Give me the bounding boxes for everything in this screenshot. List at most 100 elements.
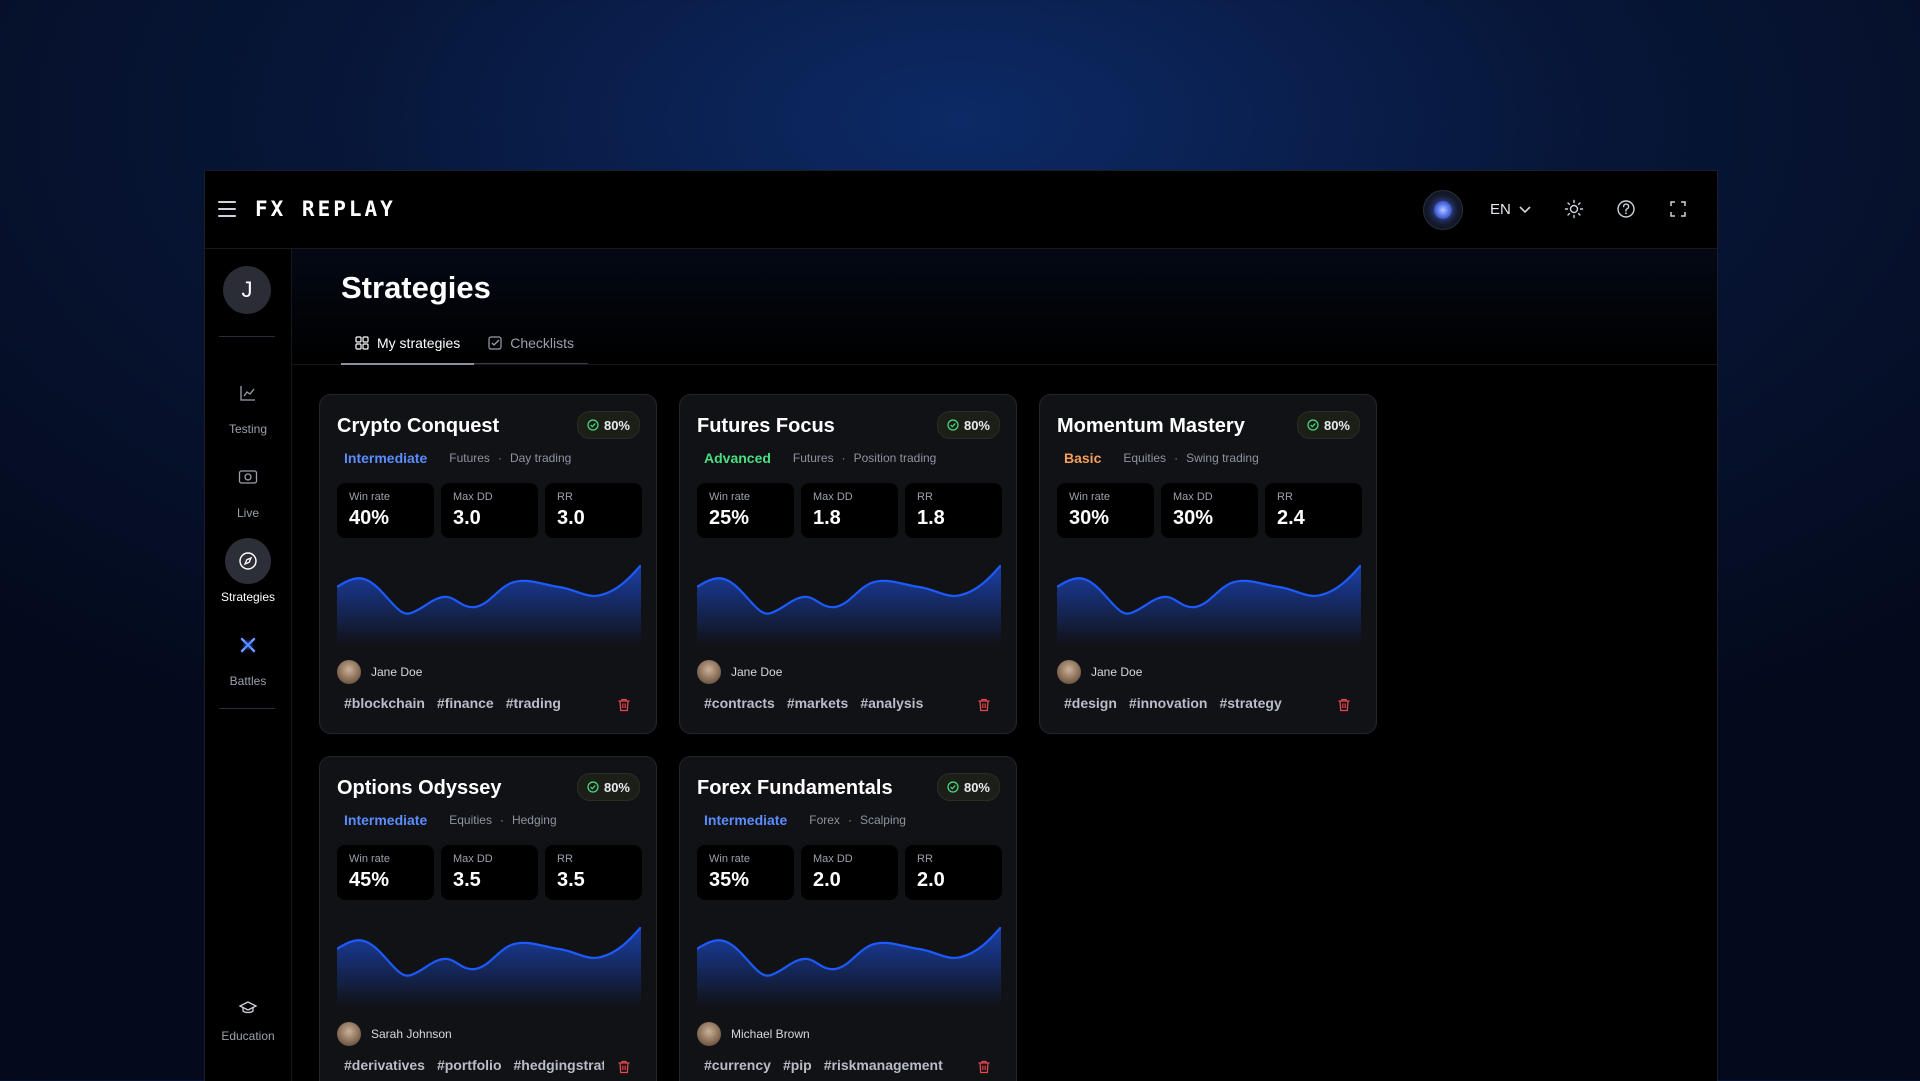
tag[interactable]: #hedgingstrategies [513,1057,605,1073]
trash-icon[interactable] [616,1059,632,1075]
tag[interactable]: #blockchain [344,695,425,711]
strategy-title: Crypto Conquest [337,415,500,437]
stat-value: 3.0 [453,507,481,529]
tag[interactable]: #analysis [860,695,924,711]
tag[interactable]: #finance [436,695,494,711]
check-circle-icon [947,419,959,431]
stat-label: Win rate [709,853,750,865]
sidebar-item-strategies[interactable]: Strategies [205,538,291,604]
level-label: Intermediate [704,812,788,828]
author-avatar [697,1022,721,1046]
style-label: Scalping [859,813,906,827]
ai-assistant-button[interactable] [1423,190,1463,230]
tag[interactable]: #innovation [1128,695,1208,711]
performance-sparkline [1057,565,1361,645]
performance-sparkline [337,565,641,645]
menu-icon[interactable] [218,201,236,217]
author-name: Jane Doe [1091,665,1143,679]
sidebar: J Testing Live Strategies Battles [205,249,292,1081]
score-value: 80% [963,779,990,795]
level-label: Basic [1064,450,1102,466]
strategy-card[interactable]: Crypto Conquest 80% Intermediate Futures… [319,394,657,734]
author: Jane Doe [697,660,782,684]
performance-sparkline [697,565,1001,645]
author-avatar [337,1022,361,1046]
check-circle-icon [587,781,599,793]
tab-checklists[interactable]: Checklists [474,323,589,364]
tag[interactable]: #markets [786,695,849,711]
author-avatar [697,660,721,684]
stat-label: Win rate [349,491,390,503]
trash-icon[interactable] [976,1059,992,1075]
sidebar-item-live[interactable]: Live [205,454,291,520]
check-circle-icon [947,781,959,793]
score-value: 80% [603,417,630,433]
sidebar-item-label: Battles [229,674,267,688]
fullscreen-icon[interactable] [1668,199,1688,219]
sparkline-line [337,565,641,615]
strategy-meta: Intermediate Futures · Day trading [344,450,571,466]
stat-value: 30% [1173,507,1214,529]
checkbox-icon [488,336,502,350]
stat-max-dd: Max DD 3.5 [441,845,538,900]
tag[interactable]: #design [1064,695,1117,711]
grid-icon [355,336,369,350]
strategy-card[interactable]: Momentum Mastery 80% Basic Equities · Sw… [1039,394,1377,734]
strategy-meta: Advanced Futures · Position trading [704,450,936,466]
trash-icon[interactable] [1336,697,1352,713]
stats-row: Win rate 45% Max DD 3.5 RR 3.5 [337,845,642,900]
tag-list: #design #innovation #strategy [1064,695,1324,715]
stats-row: Win rate 35% Max DD 2.0 RR 2.0 [697,845,1002,900]
help-icon[interactable] [1616,199,1636,219]
sidebar-item-testing[interactable]: Testing [205,370,291,436]
stat-value: 2.0 [917,869,945,891]
trash-icon[interactable] [976,697,992,713]
stats-row: Win rate 30% Max DD 30% RR 2.4 [1057,483,1362,538]
tag[interactable]: #currency [704,1057,771,1073]
tag[interactable]: #portfolio [436,1057,502,1073]
chart-line-icon [225,370,271,416]
stat-label: Max DD [1173,491,1213,503]
stat-rr: RR 2.0 [905,845,1002,900]
stat-label: Max DD [813,853,853,865]
stat-label: RR [557,491,573,503]
strategy-card[interactable]: Forex Fundamentals 80% Intermediate Fore… [679,756,1017,1081]
compass-icon [225,538,271,584]
tag[interactable]: #riskmanagement [823,1057,943,1073]
strategy-meta: Intermediate Forex · Scalping [704,812,906,828]
stats-row: Win rate 25% Max DD 1.8 RR 1.8 [697,483,1002,538]
language-selector[interactable]: EN [1490,201,1531,218]
sparkline-line [1057,565,1361,615]
stat-label: Max DD [813,491,853,503]
sidebar-item-label: Strategies [220,590,276,604]
trash-icon[interactable] [616,697,632,713]
tag[interactable]: #derivatives [344,1057,425,1073]
sparkline-line [337,927,641,977]
score-badge: 80% [1296,411,1360,439]
author: Michael Brown [697,1022,810,1046]
app-logo[interactable]: FX REPLAY [255,197,396,221]
sidebar-item-education[interactable]: Education [205,993,291,1043]
stat-value: 1.8 [813,507,841,529]
tag[interactable]: #pip [782,1057,812,1073]
tab-label: Checklists [510,335,575,351]
tag[interactable]: #trading [505,695,561,711]
stat-value: 3.5 [453,869,481,891]
graduation-cap-icon [225,993,271,1023]
sidebar-divider [219,708,275,709]
sun-icon[interactable] [1564,199,1584,219]
strategy-card[interactable]: Options Odyssey 80% Intermediate Equitie… [319,756,657,1081]
sidebar-item-battles[interactable]: Battles [205,622,291,688]
main-content: Strategies My strategies Checklists Cryp… [292,249,1717,1081]
strategy-card[interactable]: Futures Focus 80% Advanced Futures · Pos… [679,394,1017,734]
app-window: FX REPLAY EN J [204,170,1718,1081]
stat-max-dd: Max DD 30% [1161,483,1258,538]
tag[interactable]: #contracts [704,695,775,711]
stat-win-rate: Win rate 35% [697,845,794,900]
stat-value: 25% [709,507,750,529]
market-label: Futures [792,451,834,465]
tab-my-strategies[interactable]: My strategies [341,323,475,365]
user-avatar[interactable]: J [223,266,271,314]
tag[interactable]: #strategy [1219,695,1282,711]
sparkline-area [697,927,1001,1007]
